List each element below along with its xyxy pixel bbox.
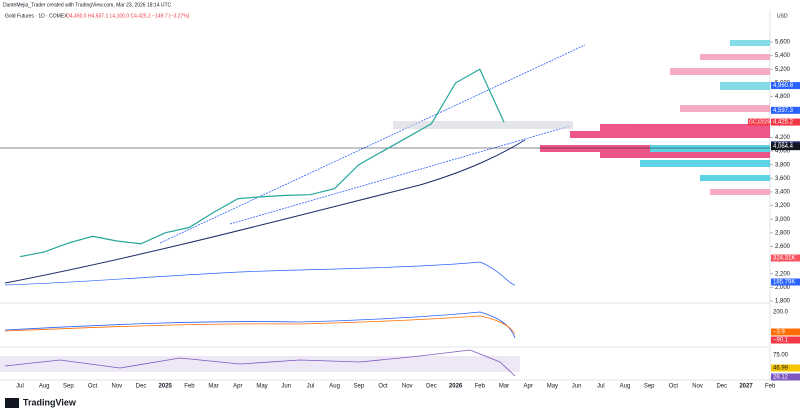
moving-average (4, 139, 526, 284)
x-tick-label: Sep (353, 384, 364, 390)
price-label-bg (771, 106, 800, 114)
macd-line (4, 311, 516, 339)
pane-label: 28.12 (773, 375, 789, 381)
x-tick-label: Jun (281, 384, 291, 390)
x-tick-label: Jul (597, 384, 605, 390)
price-line (19, 68, 505, 258)
x-tick-label: Apr (524, 384, 533, 390)
x-tick-label: Nov (111, 384, 122, 390)
price-label-bg (771, 143, 800, 151)
logo-text: TradingView (23, 397, 77, 407)
x-tick-label: Apr (233, 384, 242, 390)
pane-label-bg (771, 373, 800, 381)
y-tick-label: 4,000 (775, 149, 791, 155)
x-tick-label: Dec (716, 384, 727, 390)
x-tick-label: Aug (620, 384, 631, 390)
price-label: 4,960.8 (773, 83, 794, 89)
x-tick-label: May (256, 384, 267, 390)
pane-label: 75.00 (773, 353, 789, 359)
x-tick-label: Mar (499, 384, 509, 390)
x-tick-label: Aug (39, 384, 50, 390)
x-tick-label: Jul (16, 384, 24, 390)
pane-label-bg (771, 328, 800, 336)
y-tick-label: 2,600 (775, 244, 791, 250)
x-tick-label: Nov (402, 384, 413, 390)
y-tick-label: 4,200 (775, 135, 791, 141)
pane-label-bg (771, 351, 800, 359)
volume-profile (540, 40, 770, 195)
attribution: DanteMejia_Trader created with TradingVi… (3, 2, 172, 8)
x-tick-label: 2026 (449, 384, 463, 390)
y-tick-label: 3,400 (775, 190, 791, 196)
pane-label: −3.9 (773, 330, 786, 336)
pane-label: 185.79K (773, 280, 795, 286)
y-tick-label: 5,400 (775, 53, 791, 59)
pane-label-bg (771, 278, 800, 286)
symbol: Gold Futures · 1D · COMEX (5, 13, 68, 19)
x-tick-label: Dec (136, 384, 147, 390)
rsi-band (0, 356, 520, 372)
rsi-line (4, 349, 516, 377)
trendline (159, 44, 586, 244)
price-label: 4,064.4 (773, 144, 794, 150)
ohlc: O4,450.0 H4,537.1 L4,100.0 C4,425.2 −149… (66, 13, 190, 19)
x-tick-label: Aug (329, 384, 340, 390)
symbol-tag-bg (748, 118, 770, 126)
y-tick-label: 4,800 (775, 94, 791, 100)
x-tick-label: Sep (63, 384, 74, 390)
x-tick-label: Oct (378, 384, 388, 390)
x-tick-label: Feb (475, 384, 486, 390)
x-tick-label: Jun (572, 384, 582, 390)
pane-label-bg (771, 308, 800, 316)
x-tick-label: Sep (644, 384, 655, 390)
x-tick-label: 2025 (159, 384, 173, 390)
y-tick-label: 5,200 (775, 67, 791, 73)
x-tick-label: Dec (426, 384, 437, 390)
pane-label: 324.31K (773, 256, 795, 262)
x-tick-label: Feb (765, 384, 776, 390)
range-box (393, 121, 573, 129)
x-tick-label: Mar (208, 384, 218, 390)
price-label: 4,597.3 (773, 108, 794, 114)
x-tick-label: May (547, 384, 558, 390)
y-tick-label: 3,200 (775, 203, 791, 209)
x-tick-label: Oct (669, 384, 679, 390)
y-tick-label: 2,800 (775, 230, 791, 236)
pane-label-bg (771, 336, 800, 344)
x-tick-label: Jul (307, 384, 315, 390)
pane-label: 200.0 (773, 310, 789, 316)
x-tick-label: Nov (692, 384, 703, 390)
pane-label-bg (771, 254, 800, 262)
y-tick-label: 3,000 (775, 217, 791, 223)
y-tick-label: 3,600 (775, 176, 791, 182)
pane-label-bg (771, 364, 800, 372)
price-label: 4,425.2 (773, 120, 794, 126)
y-tick-label: 3,800 (775, 162, 791, 168)
y-tick-label: 1,800 (775, 299, 791, 305)
pane-label: 46.99 (773, 366, 789, 372)
x-tick-label: Feb (184, 384, 195, 390)
y-tick-label: 5,600 (775, 40, 791, 46)
y-tick-label: 2,000 (775, 285, 791, 291)
symbol-tag: GCJ2026 (749, 119, 770, 125)
currency: USD (777, 13, 788, 19)
x-tick-label: Oct (88, 384, 98, 390)
price-label-bg (771, 82, 800, 90)
y-tick-label: 2,200 (775, 271, 791, 277)
trendline (229, 125, 571, 225)
pane-label: −90.1 (773, 338, 789, 344)
signal-line (4, 315, 516, 335)
logo: TradingView (5, 397, 77, 408)
x-tick-label: 2027 (739, 384, 753, 390)
price-label-bg (771, 118, 800, 126)
volume-ma (4, 261, 516, 286)
